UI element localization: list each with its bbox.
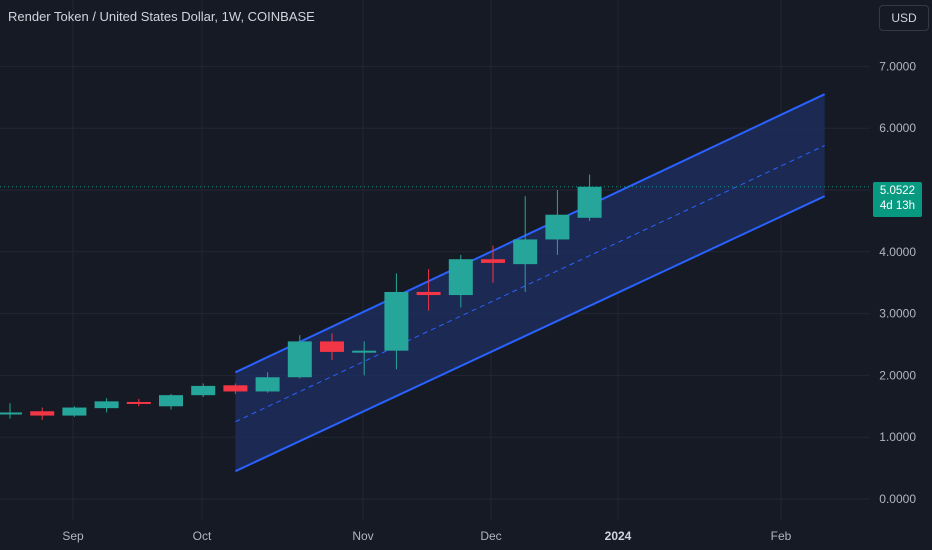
y-tick-label: 3.0000 bbox=[879, 307, 916, 321]
candle bbox=[30, 407, 55, 420]
candle-body bbox=[126, 401, 151, 404]
candle bbox=[545, 190, 570, 255]
candles bbox=[0, 174, 602, 420]
candle bbox=[513, 196, 538, 292]
bar-countdown: 4d 13h bbox=[879, 200, 916, 212]
candle-body bbox=[62, 407, 87, 416]
candle bbox=[577, 174, 602, 221]
candle bbox=[384, 273, 409, 370]
candle bbox=[159, 393, 183, 410]
channel-upper-line[interactable] bbox=[234, 93, 826, 374]
y-tick-label: 4.0000 bbox=[879, 245, 916, 259]
candle bbox=[481, 245, 505, 283]
candle-body bbox=[223, 385, 248, 392]
candle-body bbox=[320, 341, 344, 352]
candle bbox=[320, 333, 344, 360]
y-tick-label: 7.0000 bbox=[879, 59, 916, 73]
candle bbox=[126, 398, 151, 407]
y-tick-label: 6.0000 bbox=[879, 121, 916, 135]
last-price-value: 5.0522 bbox=[879, 185, 916, 197]
candle bbox=[191, 383, 216, 398]
candle bbox=[255, 372, 280, 393]
y-tick-label: 2.0000 bbox=[879, 368, 916, 382]
candle-body bbox=[30, 411, 55, 416]
parallel-channel[interactable] bbox=[234, 93, 826, 473]
time-axis[interactable]: Sep Oct Nov Dec 2024 Feb bbox=[62, 529, 791, 543]
candle-body bbox=[255, 377, 280, 392]
y-tick-label: 1.0000 bbox=[879, 430, 916, 444]
candle-body bbox=[481, 259, 505, 263]
candle bbox=[287, 335, 312, 379]
currency-button[interactable]: USD bbox=[879, 5, 929, 31]
candle bbox=[352, 341, 377, 376]
candle-body bbox=[159, 395, 183, 407]
channel-fill bbox=[235, 94, 825, 472]
candle-body bbox=[0, 412, 22, 415]
channel-lower-line[interactable] bbox=[234, 195, 826, 473]
candle-body bbox=[416, 291, 441, 296]
candle-body bbox=[94, 401, 119, 409]
candle-body bbox=[191, 385, 216, 396]
candle-body bbox=[287, 341, 312, 378]
chart-title: Render Token / United States Dollar, 1W,… bbox=[8, 9, 315, 24]
candle-body bbox=[577, 186, 602, 218]
candle bbox=[94, 398, 119, 413]
candle-body bbox=[448, 259, 473, 296]
x-tick-label: Nov bbox=[352, 529, 373, 543]
x-tick-label: Feb bbox=[771, 529, 792, 543]
x-tick-label: 2024 bbox=[605, 529, 632, 543]
y-tick-label: 0.0000 bbox=[879, 492, 916, 506]
candle-body bbox=[352, 350, 377, 353]
channel-middle-line[interactable] bbox=[235, 145, 825, 423]
candle bbox=[223, 383, 248, 394]
candle bbox=[448, 254, 473, 308]
candle bbox=[416, 269, 441, 311]
candle-body bbox=[513, 239, 538, 265]
x-tick-label: Dec bbox=[480, 529, 501, 543]
last-price-tag: 5.0522 4d 13h bbox=[873, 182, 922, 217]
grid-lines bbox=[0, 0, 870, 520]
candle-body bbox=[545, 214, 570, 240]
x-tick-label: Oct bbox=[193, 529, 212, 543]
x-tick-label: Sep bbox=[62, 529, 84, 543]
candle bbox=[62, 406, 87, 417]
price-axis[interactable]: 0.00001.00002.00003.00004.00005.00006.00… bbox=[879, 59, 916, 506]
candle bbox=[0, 403, 22, 419]
candle-body bbox=[384, 291, 409, 351]
